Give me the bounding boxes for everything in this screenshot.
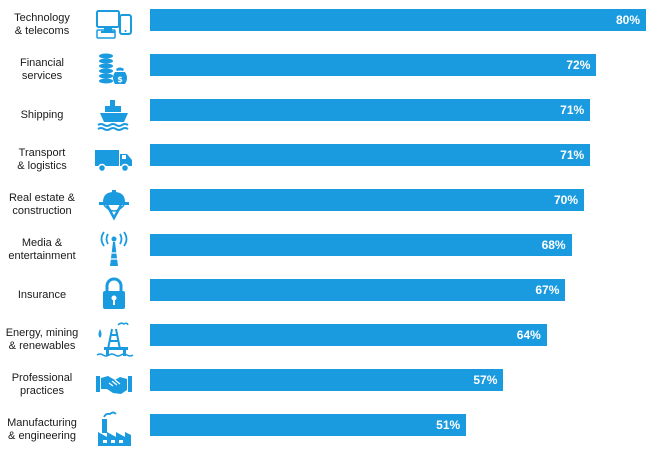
bar-row-media-entertainment: Media & entertainment 68% bbox=[0, 228, 650, 272]
bar-value-label: 70% bbox=[553, 193, 578, 207]
bar: 80% bbox=[150, 9, 646, 31]
bar-value-label: 71% bbox=[560, 103, 585, 117]
bar: 72% bbox=[150, 54, 597, 76]
bar-row-real-estate-construction: Real estate & construction 70% bbox=[0, 183, 650, 227]
broadcast-tower-icon bbox=[94, 231, 134, 267]
devices-icon bbox=[94, 6, 134, 42]
bar-row-energy-mining-renewables: Energy, mining & renewables 64% bbox=[0, 318, 650, 362]
padlock-icon bbox=[94, 276, 134, 312]
category-label: Professional practices bbox=[11, 372, 73, 397]
bar-row-insurance: Insurance 67% bbox=[0, 273, 650, 317]
bar-value-label: 68% bbox=[541, 238, 566, 252]
category-label: Manufacturing & engineering bbox=[7, 417, 77, 442]
bar-value-label: 64% bbox=[516, 328, 541, 342]
bar-row-technology-telecoms: Technology & telecoms 80% bbox=[0, 3, 650, 47]
category-label: Energy, mining & renewables bbox=[5, 327, 79, 352]
coins-money-icon bbox=[94, 51, 134, 87]
category-label: Media & entertainment bbox=[8, 237, 76, 262]
bar-chart: Technology & telecoms 80% Financial servic… bbox=[0, 3, 650, 430]
bar-row-professional-practices: Professional practices 57% bbox=[0, 363, 650, 407]
bar-row-manufacturing-engineering: Manufacturing & engineering 51% bbox=[0, 408, 650, 452]
bar: 51% bbox=[150, 414, 467, 436]
bar-value-label: 80% bbox=[615, 13, 640, 27]
category-label: Real estate & construction bbox=[8, 192, 76, 217]
bar-value-label: 57% bbox=[473, 373, 498, 387]
construction-helmet-icon bbox=[94, 186, 134, 222]
factory-icon bbox=[94, 411, 134, 447]
bar: 70% bbox=[150, 189, 584, 211]
bar: 71% bbox=[150, 99, 591, 121]
truck-icon bbox=[94, 141, 134, 177]
bar: 71% bbox=[150, 144, 591, 166]
bar: 64% bbox=[150, 324, 547, 346]
bar: 57% bbox=[150, 369, 504, 391]
bar-value-label: 72% bbox=[566, 58, 591, 72]
bar: 68% bbox=[150, 234, 572, 256]
category-label: Technology & telecoms bbox=[14, 12, 70, 37]
ship-icon bbox=[94, 96, 134, 132]
bar-value-label: 71% bbox=[560, 148, 585, 162]
bar-row-shipping: Shipping 71% bbox=[0, 93, 650, 137]
bar-value-label: 67% bbox=[535, 283, 560, 297]
bar-value-label: 51% bbox=[436, 418, 461, 432]
bar: 67% bbox=[150, 279, 566, 301]
category-label: Financial services bbox=[19, 57, 65, 82]
handshake-icon bbox=[94, 366, 134, 402]
bar-row-transport-logistics: Transport & logistics 71% bbox=[0, 138, 650, 182]
category-label: Insurance bbox=[17, 288, 67, 301]
category-label: Shipping bbox=[20, 108, 64, 121]
bar-row-financial-services: Financial services 72% bbox=[0, 48, 650, 92]
category-label: Transport & logistics bbox=[17, 147, 67, 172]
oil-rig-icon bbox=[94, 321, 134, 357]
